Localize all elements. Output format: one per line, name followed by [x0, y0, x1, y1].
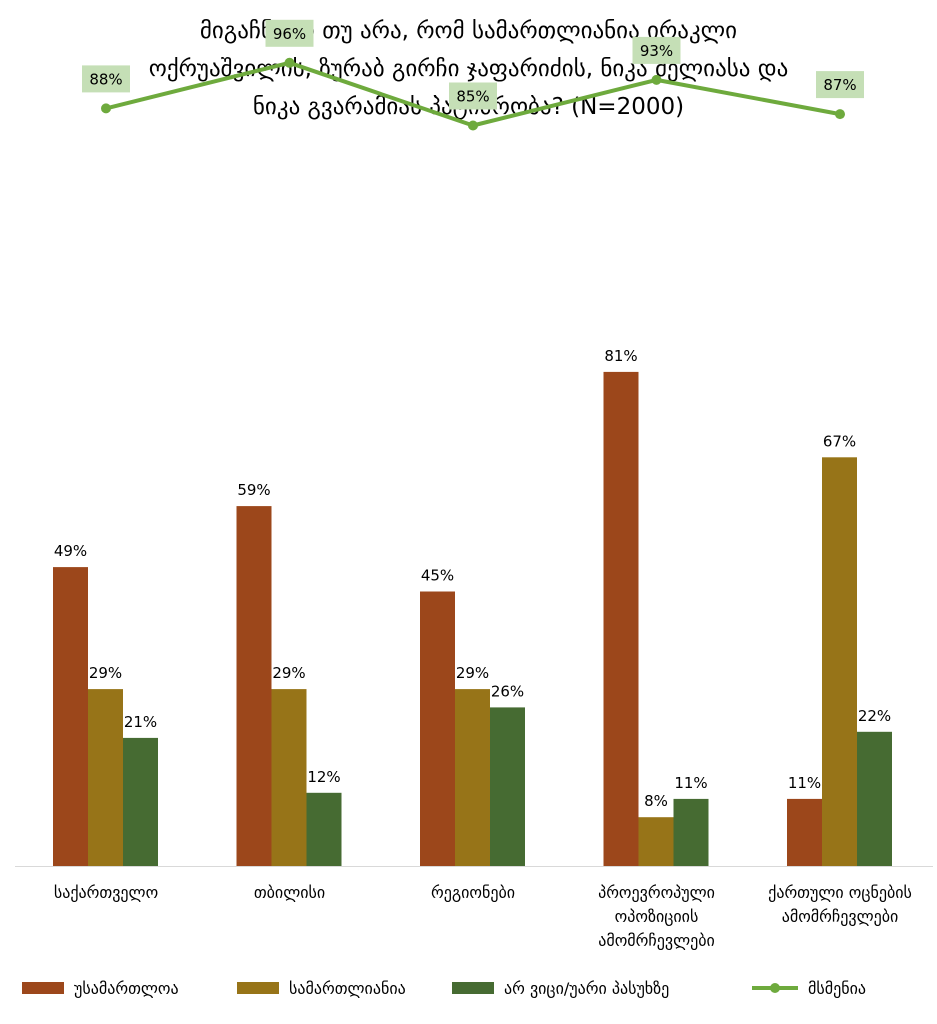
line-value-label-4: 93% — [640, 42, 673, 60]
legend: უსამართლოა სამართლიანია არ ვიცი/უარი პასუხ… — [22, 979, 866, 998]
line-value-label-3: 85% — [456, 88, 489, 106]
line-point-3 — [468, 120, 478, 131]
category-label-5-line-1: ქართული ოცნების — [768, 883, 912, 902]
line-label-box-1 — [82, 65, 130, 93]
line-label-box-4 — [632, 36, 681, 64]
line-label-box-5 — [816, 71, 864, 99]
line-label-box-3 — [449, 82, 497, 110]
legend-label-line: მსმენია — [808, 979, 866, 998]
legend-label-2: სამართლიანია — [289, 979, 406, 998]
bar-value-label-2-1: 59% — [237, 481, 270, 499]
category-label-4-line-2: ოპოზიციის — [615, 907, 699, 926]
bar-value-label-5-2: 67% — [823, 432, 856, 450]
bar-1-series-2 — [88, 689, 123, 866]
line-label-box-2 — [265, 19, 314, 47]
line-point-2 — [284, 57, 295, 68]
bar-4-series-2 — [638, 817, 674, 866]
bar-2-series-3 — [306, 792, 342, 866]
bar-value-label-3-3: 26% — [491, 682, 524, 700]
chart-title-line-2: ოქრუაშვილის, ზურაბ გირჩი ჯაფარიძის, ნიკა… — [148, 56, 789, 82]
legend-line-marker — [770, 983, 780, 993]
category-labels: საქართველო თბილისი რეგიონები პროევროპული ოპო… — [54, 883, 912, 950]
category-label-3-line-1: რეგიონები — [431, 883, 515, 902]
bar-4-series-3 — [673, 798, 709, 866]
legend-label-3: არ ვიცი/უარი პასუხზე — [504, 979, 669, 998]
bar-2-series-1 — [236, 506, 272, 866]
category-label-2-line-1: თბილისი — [254, 883, 325, 902]
legend-swatch-1 — [22, 982, 64, 994]
bar-value-label-3-1: 45% — [421, 567, 454, 585]
bar-1-series-1 — [53, 567, 88, 866]
bar-3-series-2 — [455, 689, 490, 866]
bar-value-label-4-3: 11% — [674, 774, 707, 792]
line-point-5 — [835, 109, 845, 120]
bar-4-series-1 — [603, 371, 639, 866]
bars-layer: 49%29%21%59%29%12%45%29%26%81%8%11% 11%67… — [53, 347, 892, 866]
category-label-5-line-2: ამომრჩევლები — [782, 907, 899, 926]
bar-value-label-3-2: 29% — [456, 664, 489, 682]
bar-value-label-4-1: 81% — [604, 347, 637, 365]
line-value-label-2: 96% — [273, 25, 306, 43]
bar-value-label-5-1: 11% — [788, 774, 821, 792]
bar-5-series-2 — [822, 457, 857, 866]
bar-2-series-2 — [271, 689, 307, 866]
category-label-4-line-3: ამომრჩევლები — [598, 931, 715, 950]
bar-5-series-3 — [857, 731, 892, 866]
category-label-1-line-1: საქართველო — [54, 883, 158, 902]
bar-value-label-4-2: 8% — [644, 792, 668, 810]
line-point-1 — [101, 103, 111, 114]
bar-value-label-2-2: 29% — [272, 664, 305, 682]
bar-value-label-1-2: 29% — [89, 664, 122, 682]
bar-value-label-1-3: 21% — [124, 713, 157, 731]
line-point-4 — [651, 74, 662, 85]
legend-swatch-3 — [452, 982, 494, 994]
line-value-label-5: 87% — [823, 76, 856, 94]
bar-3-series-1 — [420, 591, 455, 866]
bar-value-label-5-3: 22% — [858, 707, 891, 725]
line-value-label-1: 88% — [89, 70, 122, 88]
line-series-layer: 88% 96% 85% 93% 87% — [82, 19, 864, 131]
legend-label-1: უსამართლოა — [74, 979, 179, 998]
legend-swatch-2 — [237, 982, 279, 994]
bar-value-label-2-3: 12% — [307, 768, 340, 786]
bar-value-label-1-1: 49% — [54, 542, 87, 560]
bar-3-series-3 — [490, 707, 525, 866]
bar-1-series-3 — [123, 737, 158, 866]
bar-5-series-1 — [787, 798, 822, 866]
chart-title: მიგაჩნიათ თუ არა, რომ სამართლიანია ირაკლ… — [40, 12, 897, 126]
category-label-4-line-1: პროევროპული — [598, 883, 715, 902]
